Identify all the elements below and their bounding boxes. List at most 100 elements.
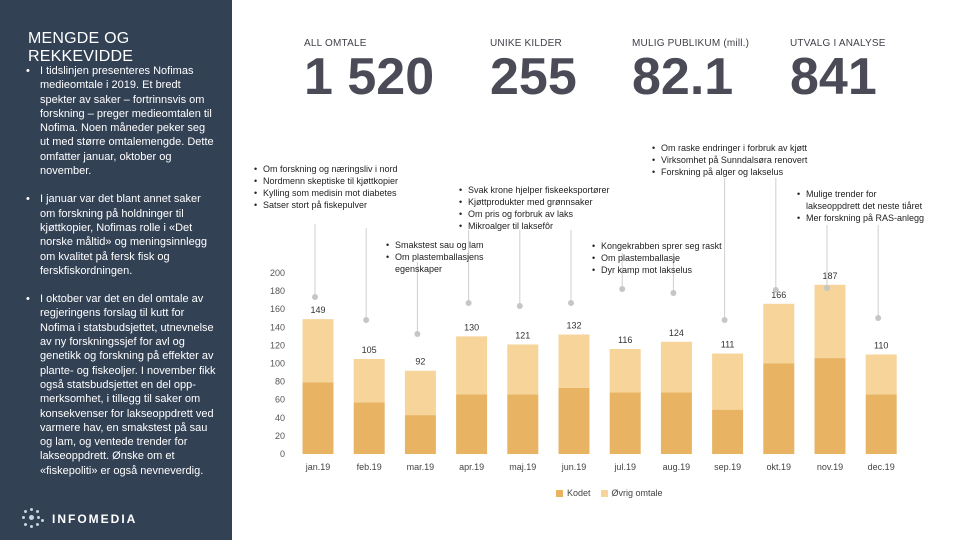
annotation-item: Forskning på alger og lakselus	[652, 166, 812, 178]
bar-segment-ovrig-omtale	[660, 341, 692, 393]
sidebar-bullet-october-november: I oktober var det en del omtale av regje…	[26, 292, 216, 478]
x-tick-label: okt.19	[767, 462, 792, 472]
y-tick-label: 60	[275, 395, 285, 405]
annotation-item: Om plastemballasjens egenskaper	[386, 251, 506, 275]
y-tick-label: 40	[275, 413, 285, 423]
annotation-sep-19: Om raske endringer i forbruk av kjøttVir…	[652, 142, 812, 178]
y-tick-label: 180	[270, 286, 285, 296]
bar-total-label: 116	[618, 335, 632, 345]
x-tick-label: apr.19	[459, 462, 484, 472]
bar-segment-kodet	[456, 394, 488, 454]
kpi-label: UTVALG I ANALYSE	[790, 38, 886, 49]
x-tick-label: sep.19	[714, 462, 741, 472]
annotation-item: Smakstest sau og lam	[386, 239, 506, 251]
legend-label-kodet: Kodet	[567, 488, 591, 498]
x-tick-label: jan.19	[305, 462, 331, 472]
annotation-item: Kongekrabben sprer seg raskt	[592, 240, 732, 252]
x-tick-label: jul.19	[613, 462, 636, 472]
bar-segment-kodet	[712, 409, 744, 454]
annotation-item: Nordmenn skeptiske til kjøttkopier	[254, 175, 414, 187]
bar-total-label: 132	[566, 321, 581, 331]
annotation-dot	[721, 317, 728, 323]
bar-segment-kodet	[763, 363, 795, 454]
legend-swatch-ovrig-omtale	[600, 489, 608, 497]
bar-total-label: 187	[822, 271, 837, 281]
annotation-dot	[465, 300, 472, 306]
annotation-dot	[875, 315, 882, 321]
x-tick-label: dec.19	[868, 462, 895, 472]
kpi-mulig-publikum: MULIG PUBLIKUM (mill.) 82.1	[632, 38, 749, 103]
annotation-dot	[619, 286, 626, 292]
kpi-value: 82.1	[632, 48, 734, 106]
bar-segment-ovrig-omtale	[865, 354, 897, 395]
bar-segment-ovrig-omtale	[763, 303, 795, 364]
y-tick-label: 120	[270, 340, 285, 350]
bar-total-label: 130	[464, 322, 479, 332]
sidebar-bullet-list: I tidslinjen presenteres Nofimas medieom…	[26, 64, 216, 492]
sidebar-title: MENGDE OG REKKEVIDDE	[28, 30, 134, 65]
annotation-item: Mer forskning på RAS-anlegg	[797, 212, 927, 224]
bar-total-label: 111	[721, 340, 735, 350]
annotation-item: Svak krone hjelper fiskeeksportører	[459, 184, 629, 196]
kpi-utvalg-i-analyse: UTVALG I ANALYSE 841	[790, 38, 886, 103]
bar-segment-kodet	[865, 394, 897, 454]
annotation-nov-19: Mulige trender for lakseoppdrett det nes…	[797, 188, 927, 224]
infomedia-logo: INFOMEDIA	[22, 508, 137, 530]
y-tick-label: 140	[270, 322, 285, 332]
bar-segment-ovrig-omtale	[558, 334, 590, 388]
annotation-jul-19: Kongekrabben sprer seg rasktOm plastemba…	[592, 240, 732, 276]
kpi-all-omtale: ALL OMTALE 1 520	[304, 38, 434, 103]
bar-segment-ovrig-omtale	[814, 284, 846, 359]
annotation-dot	[824, 285, 830, 291]
annotation-dot	[568, 300, 574, 306]
annotation-item: Kylling som medisin mot diabetes	[254, 187, 414, 199]
bar-segment-ovrig-omtale	[302, 319, 334, 383]
bar-segment-ovrig-omtale	[456, 336, 488, 395]
bar-segment-kodet	[404, 415, 436, 454]
sidebar-bullet-january-detail: I januar var det blant annet saker om fo…	[26, 192, 216, 278]
annotation-item: Mikroalger til laksefôr	[459, 220, 629, 232]
annotation-jan-19: Om forskning og næringsliv i nordNordmen…	[254, 163, 414, 211]
annotation-item: Mulige trender for lakseoppdrett det nes…	[797, 188, 927, 212]
annotation-dot	[516, 303, 523, 309]
kpi-value: 255	[490, 48, 577, 106]
kpi-label: UNIKE KILDER	[490, 38, 562, 49]
bar-segment-kodet	[302, 382, 334, 454]
annotation-item: Om plastemballasje	[592, 252, 732, 264]
annotation-mar-19: Smakstest sau og lamOm plastemballasjens…	[386, 239, 506, 275]
sidebar: MENGDE OG REKKEVIDDE I tidslinjen presen…	[0, 0, 232, 540]
bar-segment-kodet	[609, 392, 641, 454]
y-tick-label: 160	[270, 304, 285, 314]
y-tick-label: 0	[280, 449, 285, 459]
bar-segment-kodet	[814, 358, 846, 454]
bar-segment-ovrig-omtale	[353, 358, 385, 403]
x-tick-label: maj.19	[509, 462, 536, 472]
bar-segment-kodet	[353, 402, 385, 454]
y-tick-label: 20	[275, 431, 285, 441]
annotation-item: Om pris og forbruk av laks	[459, 208, 629, 220]
bar-segment-ovrig-omtale	[404, 370, 436, 416]
bar-segment-kodet	[507, 394, 539, 454]
bar-total-label: 110	[874, 340, 888, 350]
chart-legend: Kodet Øvrig omtale	[556, 488, 673, 498]
kpi-label: MULIG PUBLIKUM (mill.)	[632, 38, 750, 49]
bar-segment-ovrig-omtale	[712, 353, 744, 410]
legend-item-kodet: Kodet	[556, 488, 591, 498]
annotation-maj-19: Svak krone hjelper fiskeeksportørerKjøtt…	[459, 184, 629, 232]
bar-total-label: 105	[362, 345, 377, 355]
kpi-value: 841	[790, 48, 877, 106]
x-tick-label: jun.19	[561, 462, 587, 472]
bar-total-label: 166	[771, 290, 786, 300]
monthly-mentions-chart: 0 20 40 60 80 100 120 140 160 180 200 149 jan.19 105 f…	[270, 178, 897, 472]
annotation-item: Om forskning og næringsliv i nord	[254, 163, 414, 175]
annotation-item: Virksomhet på Sunndalsøra renovert	[652, 154, 812, 166]
infomedia-logo-text: INFOMEDIA	[52, 512, 138, 526]
annotation-dot	[414, 331, 421, 337]
bar-segment-ovrig-omtale	[609, 349, 641, 393]
kpi-value: 1 520	[304, 48, 435, 106]
x-tick-label: aug.19	[663, 462, 691, 472]
annotation-dot	[670, 290, 677, 296]
annotation-dot	[772, 287, 779, 293]
annotation-item: Om raske endringer i forbruk av kjøtt	[652, 142, 812, 154]
y-tick-label: 100	[270, 359, 285, 369]
